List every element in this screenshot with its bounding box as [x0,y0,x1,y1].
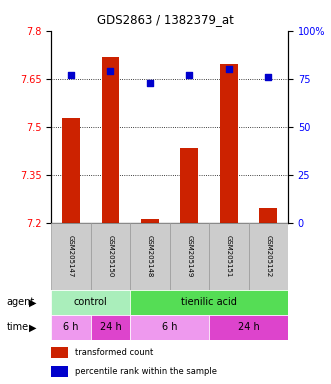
Text: 6 h: 6 h [63,322,79,333]
Bar [102,57,119,223]
Text: 24 h: 24 h [238,322,260,333]
Text: ▶: ▶ [29,322,37,333]
Point [187,72,192,78]
Text: GDS2863 / 1382379_at: GDS2863 / 1382379_at [97,13,234,26]
Bar [220,64,238,223]
Bar [51,290,130,315]
Text: GSM205150: GSM205150 [108,235,114,278]
Text: percentile rank within the sample: percentile rank within the sample [75,367,217,376]
Bar [130,315,209,340]
Point [147,79,153,86]
Bar [249,223,288,290]
Text: ▶: ▶ [29,297,37,308]
Bar [180,147,198,223]
Text: GSM205151: GSM205151 [226,235,232,278]
Bar [51,366,68,376]
Bar [62,118,80,223]
Bar [141,218,159,223]
Bar [51,223,91,290]
Bar [130,223,169,290]
Text: control: control [74,297,108,308]
Bar [130,290,288,315]
Text: transformed count: transformed count [75,348,153,357]
Text: agent: agent [7,297,35,308]
Text: GSM205149: GSM205149 [186,235,192,278]
Bar [209,223,249,290]
Text: 6 h: 6 h [162,322,177,333]
Bar [51,347,68,358]
Point [226,66,231,72]
Text: 24 h: 24 h [100,322,121,333]
Text: GSM205147: GSM205147 [68,235,74,278]
Bar [91,315,130,340]
Bar [169,223,209,290]
Text: GSM205152: GSM205152 [265,235,271,278]
Point [108,68,113,74]
Text: GSM205148: GSM205148 [147,235,153,278]
Bar [209,315,288,340]
Point [69,72,74,78]
Bar [91,223,130,290]
Bar [260,208,277,223]
Text: tienilic acid: tienilic acid [181,297,237,308]
Point [265,74,271,80]
Text: time: time [7,322,29,333]
Bar [51,315,91,340]
